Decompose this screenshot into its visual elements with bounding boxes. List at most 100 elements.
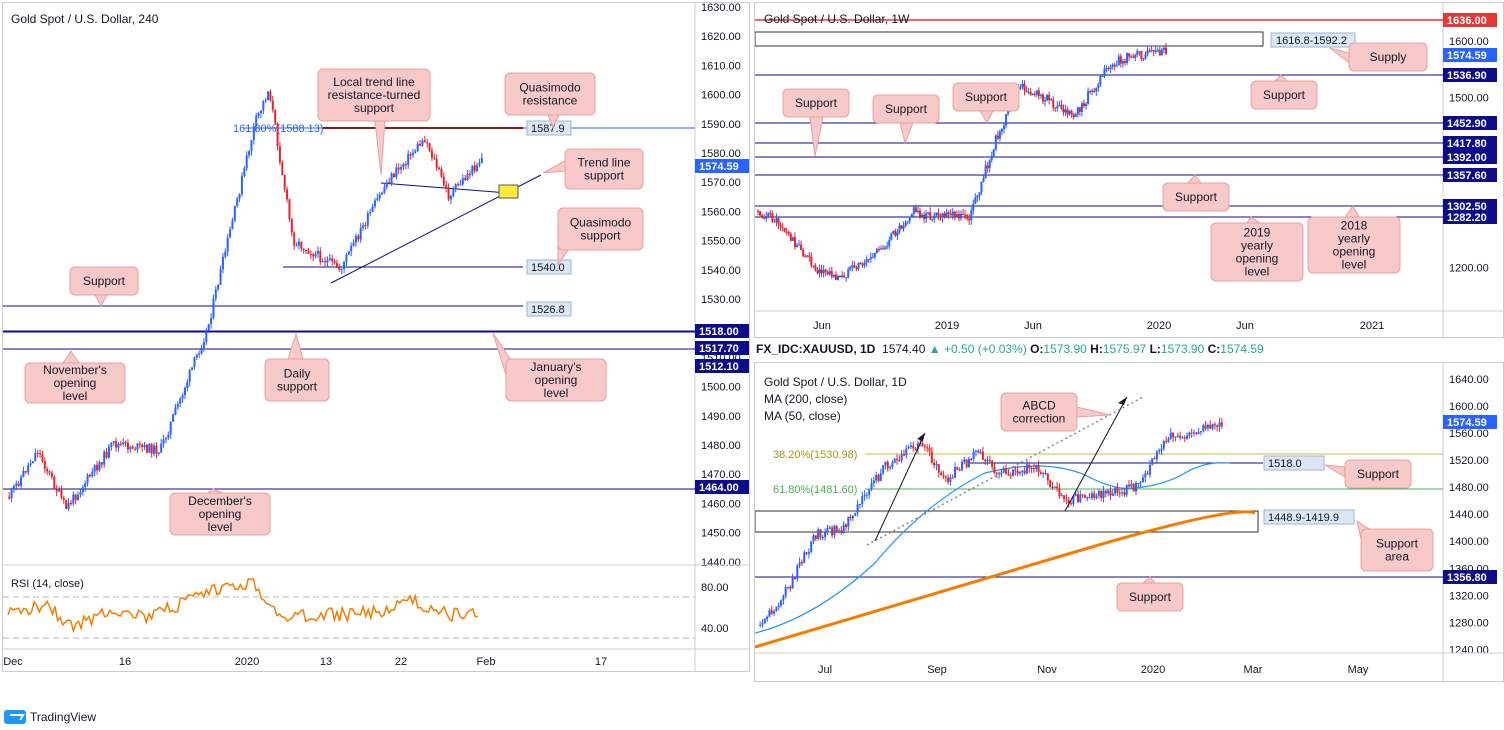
time-tick: 2020 <box>235 656 259 668</box>
h4-callout: opening <box>535 373 578 387</box>
weekly-candle <box>929 212 932 220</box>
price-tick: 1550.00 <box>701 236 741 248</box>
weekly-candle <box>806 255 809 257</box>
h4-candle <box>110 442 113 447</box>
h4-callout: support <box>354 101 395 115</box>
weekly-candle <box>834 274 837 280</box>
weekly-candle <box>1105 68 1108 70</box>
h4-candle <box>221 256 224 270</box>
h4-candle <box>400 166 403 170</box>
h4-candle <box>200 347 203 354</box>
daily-candle <box>854 512 857 516</box>
trend-line-marker <box>498 184 519 199</box>
h4-callout-box <box>504 72 596 116</box>
supply-label-box <box>1270 32 1356 48</box>
h4-candle <box>67 502 70 509</box>
weekly-candle <box>1162 47 1165 50</box>
weekly-candle <box>826 271 829 275</box>
weekly-candle <box>1091 90 1094 93</box>
weekly-candle <box>884 247 887 250</box>
weekly-candle <box>916 210 919 213</box>
h4-candle <box>364 225 367 227</box>
weekly-candle <box>1144 54 1147 59</box>
daily-candle <box>833 525 836 536</box>
daily-candle <box>1197 432 1200 435</box>
price-tag-bg <box>1443 13 1497 27</box>
supply-zone <box>755 31 1264 47</box>
weekly-candle <box>859 262 862 264</box>
weekly-candle <box>1007 109 1010 115</box>
h4-candle <box>117 443 120 448</box>
weekly-candle <box>1052 99 1055 108</box>
h4-callout-box <box>564 148 644 190</box>
daily-candle <box>1074 494 1077 497</box>
h4-candle <box>426 142 429 144</box>
ma200-line <box>755 510 1256 649</box>
h4-candle <box>183 388 186 396</box>
price-tick: 1560.00 <box>1449 428 1489 440</box>
weekly-candle <box>1103 68 1106 76</box>
h4-callout: November's <box>43 363 107 377</box>
weekly-candle <box>1041 94 1044 102</box>
weekly-chart-title: Gold Spot / U.S. Dollar, 1W <box>764 12 910 26</box>
h4-candle <box>416 143 419 152</box>
h4-callout-box <box>169 492 271 536</box>
weekly-candle <box>1039 94 1042 96</box>
time-tick: 2019 <box>935 320 959 332</box>
h4-candle <box>50 472 53 477</box>
h4-candle <box>442 176 445 185</box>
h4-candle <box>191 367 194 371</box>
daily-candle <box>889 467 892 469</box>
h4-candle <box>86 474 89 484</box>
daily-candle <box>958 469 961 471</box>
h4-candle <box>186 381 189 389</box>
price-tag: 1574.59 <box>1447 417 1487 429</box>
weekly-candle <box>1140 51 1143 59</box>
weekly-candle <box>1003 125 1006 130</box>
daily-chart[interactable]: 1640.00 1600.00 1560.00 1520.00 1480.00 1440.… <box>755 363 1503 681</box>
daily-candle <box>940 472 943 476</box>
daily-callout: ABCD <box>1022 399 1056 413</box>
weekly-candle <box>781 227 784 229</box>
daily-candle <box>1209 424 1212 429</box>
daily-candle <box>1021 470 1024 473</box>
daily-callout-box <box>1000 392 1078 432</box>
daily-callout: Support <box>1129 590 1172 604</box>
level-box <box>1263 455 1325 471</box>
weekly-chart[interactable]: 1600.001500.001400.001300.001200.00Jun20… <box>755 3 1503 337</box>
price-tag: 1417.80 <box>1447 138 1487 150</box>
weekly-candle <box>820 269 823 274</box>
daily-candle <box>1079 494 1082 503</box>
price-tag-bg <box>695 159 749 173</box>
h4-candle <box>343 261 346 269</box>
h4-candle <box>53 476 56 489</box>
weekly-candle <box>1123 61 1126 63</box>
h4-candle <box>136 443 139 450</box>
daily-candle <box>1067 500 1070 504</box>
weekly-candle <box>974 197 977 204</box>
weekly-candle <box>1130 56 1133 58</box>
weekly-callout: yearly <box>1338 232 1370 246</box>
h4-chart[interactable]: 1630.00 1620.00 1610.00 1600.00 1590.00 1580.… <box>3 3 749 671</box>
h4-candle <box>414 151 417 153</box>
weekly-candle <box>1134 54 1137 58</box>
daily-candle <box>891 462 894 468</box>
h4-candle <box>338 267 341 270</box>
daily-candle <box>954 467 957 478</box>
h4-candle <box>226 237 229 252</box>
tradingview-logo[interactable]: TradingView <box>4 710 96 724</box>
daily-candle <box>1058 488 1061 497</box>
weekly-candle <box>1115 65 1118 67</box>
low-label: L: <box>1149 342 1161 356</box>
daily-candle <box>1218 422 1221 427</box>
daily-candle <box>909 445 912 448</box>
daily-callout: area <box>1385 550 1409 564</box>
h4-candle <box>340 268 343 270</box>
daily-candle <box>977 450 980 453</box>
h4-candle <box>131 446 134 449</box>
h4-candle <box>295 245 298 247</box>
h4-candle <box>238 194 241 199</box>
daily-candle <box>1005 467 1008 475</box>
daily-candle <box>1051 486 1054 488</box>
weekly-candle <box>1082 103 1085 107</box>
